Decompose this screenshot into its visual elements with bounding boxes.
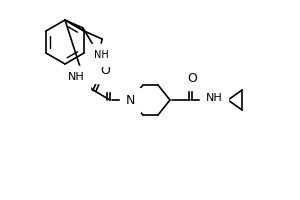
Text: O: O — [105, 72, 115, 86]
Text: O: O — [100, 64, 110, 77]
Text: NH: NH — [206, 93, 222, 103]
Text: NH: NH — [94, 50, 108, 60]
Text: N: N — [125, 94, 135, 106]
Text: NH: NH — [68, 72, 84, 82]
Text: O: O — [187, 72, 197, 84]
